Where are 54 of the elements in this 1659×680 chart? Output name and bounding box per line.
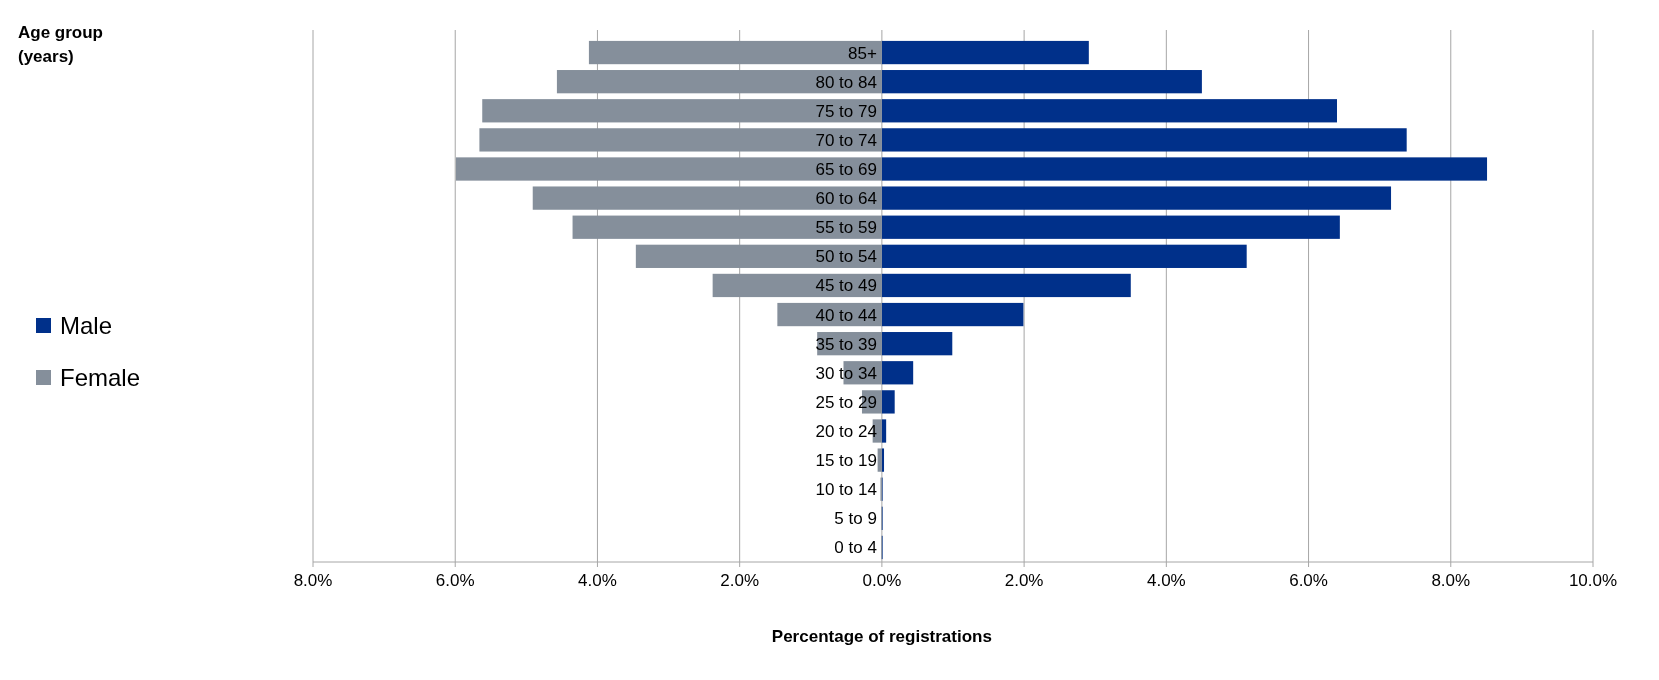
- y-tick-label: 60 to 64: [815, 189, 877, 209]
- text: Age group (years): [18, 23, 103, 66]
- x-axis-title: Percentage of registrations: [771, 627, 992, 646]
- bar: [572, 215, 882, 239]
- y-tick-label: 45 to 49: [815, 276, 877, 296]
- x-tick-label: 6.0%: [435, 571, 475, 590]
- y-tick-label: 75 to 79: [815, 101, 877, 121]
- y-tick-label: 85+: [848, 43, 877, 63]
- bar: [881, 40, 1089, 65]
- x-tick-label: 6.0%: [1289, 571, 1328, 590]
- bar: [482, 99, 882, 123]
- x-tick-label: 2.0%: [1004, 571, 1044, 590]
- bar: [881, 186, 1392, 210]
- bar: [881, 332, 953, 356]
- bar: [479, 128, 882, 152]
- bar: [881, 244, 1247, 268]
- bar: [877, 448, 882, 472]
- x-tick-label: 8.0%: [1431, 571, 1471, 590]
- y-tick-label: 40 to 44: [815, 305, 877, 325]
- y-tick-label: 15 to 19: [815, 451, 877, 471]
- y-tick-label: 55 to 59: [815, 218, 877, 238]
- legend-label: Male: [60, 312, 113, 340]
- bar: [881, 70, 1202, 94]
- bar: [881, 157, 1488, 181]
- bar: [881, 302, 1024, 327]
- bar: [712, 273, 882, 298]
- bar: [881, 361, 914, 385]
- x-tick-label: 0.0%: [862, 571, 902, 590]
- x-tick-label: 10.0%: [1568, 571, 1618, 590]
- bar: [635, 244, 882, 268]
- x-tick-label: 8.0%: [293, 571, 333, 590]
- bar: [532, 186, 882, 210]
- y-tick-label: 20 to 24: [815, 421, 877, 441]
- legend-label: Female: [60, 364, 141, 392]
- bar: [881, 273, 1131, 298]
- y-tick-label: 0 to 4: [834, 538, 877, 558]
- bar: [881, 390, 895, 414]
- bar: [556, 70, 882, 94]
- x-tick-label: 2.0%: [720, 571, 760, 590]
- bar: [881, 215, 1340, 239]
- bar: [455, 157, 882, 181]
- y-tick-label: 50 to 54: [815, 247, 877, 267]
- bar: [881, 448, 885, 472]
- bar: [588, 40, 882, 65]
- y-tick-label: 10 to 14: [815, 480, 877, 500]
- x-tick-label: 4.0%: [1146, 571, 1186, 590]
- y-tick-label: 80 to 84: [815, 72, 877, 92]
- y-tick-label: 65 to 69: [815, 159, 877, 179]
- y-tick-label: 5 to 9: [834, 509, 877, 529]
- x-tick-label: 4.0%: [578, 571, 617, 590]
- y-tick-label: 70 to 74: [815, 130, 877, 150]
- bar: [881, 128, 1407, 152]
- bar: [881, 419, 887, 443]
- bar: [881, 99, 1337, 123]
